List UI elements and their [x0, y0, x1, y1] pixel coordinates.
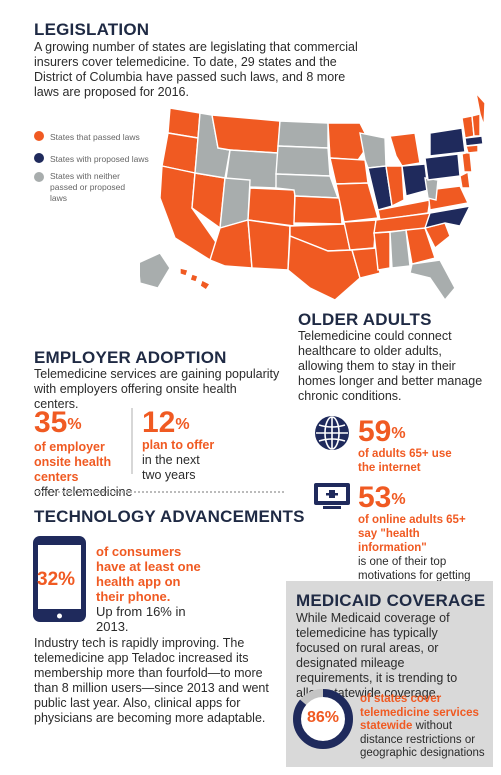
employer-title: EMPLOYER ADOPTION [34, 348, 227, 367]
medicaid-panel: MEDICAID COVERAGE While Medicaid coverag… [286, 581, 493, 767]
tech-title: TECHNOLOGY ADVANCEMENTS [34, 507, 305, 526]
state-va [427, 185, 470, 211]
state-ma [464, 135, 484, 147]
state-mo [335, 182, 379, 223]
state-nh [471, 113, 481, 137]
medicaid-ring-value: 86% [306, 709, 340, 726]
stat-divider [131, 408, 133, 474]
state-nd [277, 120, 329, 149]
state-oh [401, 163, 429, 197]
map-legend: States that passed laws States with prop… [34, 127, 154, 204]
section-divider [34, 491, 284, 493]
state-hi [179, 267, 212, 291]
older-stat-1: 59% of adults 65+ use the internet [358, 417, 458, 475]
state-ia [329, 157, 369, 185]
state-nc [423, 205, 472, 229]
state-az [209, 219, 253, 269]
state-nj [461, 151, 473, 173]
state-nm [247, 219, 291, 271]
state-ny [429, 127, 466, 157]
legislation-body: A growing number of states are legislati… [34, 40, 358, 99]
state-ga [405, 227, 436, 265]
older-stat2-bold: of online adults 65+ say "health informa… [358, 514, 466, 554]
employer-stat1-unit: % [67, 416, 82, 433]
computer-icon [313, 482, 351, 510]
state-ar [343, 219, 377, 251]
tech-stat-rest: Up from 16% in 2013. [96, 604, 186, 634]
employer-body: Telemedicine services are gaining popula… [34, 367, 280, 411]
state-mt [211, 114, 281, 154]
older-stat2-value: 53 [358, 481, 392, 514]
medicaid-stat-rest: without distance restrictions or geograp… [360, 720, 485, 759]
ring-progress [293, 689, 353, 749]
state-ks [293, 195, 343, 225]
employer-stat2-unit: % [175, 416, 190, 433]
legend-neither-swatch [34, 172, 44, 182]
state-al [389, 229, 411, 269]
state-ms [373, 231, 391, 271]
phone-icon [32, 535, 87, 623]
older-stat1-unit: % [391, 425, 406, 442]
state-ak [140, 252, 171, 289]
older-body: Telemedicine could connect healthcare to… [298, 329, 483, 403]
legend-passed-swatch [34, 130, 44, 141]
legend-neither: States with neither passed or proposed l… [34, 171, 154, 204]
employer-stat2-value: 12 [142, 406, 176, 439]
state-fl [409, 259, 456, 302]
older-title: OLDER ADULTS [298, 310, 432, 329]
employer-stat-2: 12% plan to offer in the next two years [142, 408, 217, 483]
state-me [474, 90, 485, 127]
state-sd [275, 145, 331, 177]
medicaid-body: While Medicaid coverage of telemedicine … [296, 611, 458, 700]
tech-stat: of consumers have at least one health ap… [96, 544, 206, 634]
medicaid-stat-bold: of states cover telemedicine services st… [360, 693, 479, 732]
state-md [459, 170, 471, 189]
state-la [351, 247, 381, 279]
employer-stat2-rest: in the next two years [142, 453, 200, 482]
state-tx [287, 234, 361, 301]
employer-stat2-bold: plan to offer [142, 438, 215, 452]
legend-passed: States that passed laws [34, 127, 154, 145]
medicaid-stat: of states cover telemedicine services st… [360, 693, 488, 761]
state-mi [389, 132, 421, 167]
tech-stat-bold: of consumers have at least one health ap… [96, 544, 201, 604]
tech-body: Industry tech is rapidly improving. The … [34, 636, 269, 725]
employer-stat1-bold: of employer onsite health centers [34, 440, 112, 484]
state-wv [424, 177, 439, 201]
employer-stat-1: 35% of employer onsite health centers of… [34, 408, 132, 500]
medicaid-title: MEDICAID COVERAGE [296, 591, 486, 610]
employer-stat1-value: 35 [34, 406, 68, 439]
older-stat1-bold: of adults 65+ use the internet [358, 448, 452, 474]
older-stat-2: 53% of online adults 65+ say "health inf… [358, 483, 488, 597]
state-in [385, 165, 405, 208]
state-co [247, 187, 296, 227]
older-stat1-value: 59 [358, 415, 392, 448]
state-ct [465, 144, 479, 154]
legislation-title: LEGISLATION [34, 20, 150, 39]
older-stat2-unit: % [391, 491, 406, 508]
phone-stat-value: 32% [37, 569, 76, 590]
legend-proposed: States with proposed laws [34, 149, 154, 167]
medicaid-ring: 86% [290, 686, 356, 752]
legend-proposed-swatch [34, 152, 44, 163]
us-map [140, 90, 485, 302]
globe-icon [313, 414, 351, 452]
state-pa [424, 153, 461, 181]
